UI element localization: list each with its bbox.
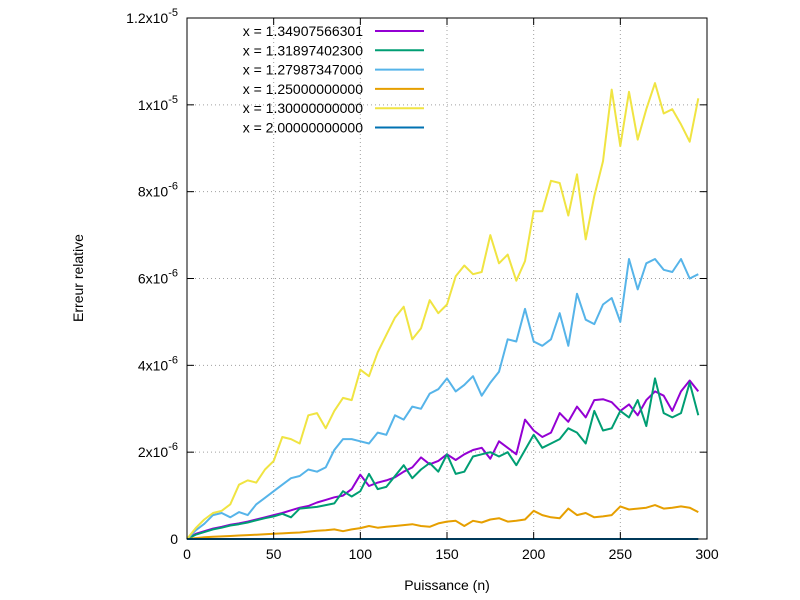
y-tick-label: 4x10-6 [138, 354, 178, 373]
legend-entry-label: x = 1.27987347000 [243, 62, 363, 78]
x-tick-label: 200 [522, 546, 546, 562]
y-tick-label: 2x10-6 [138, 441, 178, 460]
x-tick-label: 250 [609, 546, 633, 562]
y-tick-exponent: -6 [168, 181, 178, 193]
x-tick-label: 50 [266, 546, 282, 562]
y-axis-label: Erreur relative [70, 234, 86, 322]
y-tick-mantissa: 2x10 [138, 444, 169, 460]
y-tick-exponent: -6 [168, 441, 178, 453]
series-line-3 [186, 258, 699, 540]
x-tick-label: 300 [695, 546, 719, 562]
y-tick-label: 1x10-5 [138, 94, 178, 113]
legend: x = 1.34907566301 x = 1.31897402300 x = 1.… [243, 23, 424, 136]
y-tick-mantissa: 4x10 [138, 357, 169, 373]
y-tick-exponent: -6 [168, 354, 178, 366]
series-line-5 [186, 82, 700, 540]
y-tick-label: 0 [170, 531, 178, 547]
legend-entry-label: x = 1.30000000000 [243, 100, 363, 116]
x-tick-label: 100 [349, 546, 373, 562]
x-axis: 0 50 100 150 200 250 300 [183, 18, 719, 562]
y-tick-exponent: -5 [168, 94, 178, 106]
y-tick-mantissa: 1.2x10 [126, 10, 168, 26]
y-tick-label: 6x10-6 [138, 268, 178, 287]
legend-entry-label: x = 1.25000000000 [243, 81, 363, 97]
y-tick-label: 8x10-6 [138, 181, 178, 200]
y-tick-mantissa: 0 [170, 531, 178, 547]
y-tick-mantissa: 6x10 [138, 271, 169, 287]
y-tick-mantissa: 1x10 [138, 97, 169, 113]
series-line-4 [186, 504, 699, 540]
series-line-2 [186, 377, 700, 540]
y-tick-exponent: -5 [168, 7, 178, 19]
x-tick-label: 150 [435, 546, 459, 562]
y-tick-label: 1.2x10-5 [126, 7, 178, 26]
y-tick-mantissa: 8x10 [138, 184, 169, 200]
x-axis-label: Puissance (n) [404, 577, 490, 593]
legend-entry-label: x = 1.31897402300 [243, 42, 363, 58]
legend-entry-label: x = 1.34907566301 [243, 23, 363, 39]
legend-entry-label: x = 2.00000000000 [243, 120, 363, 136]
grid [187, 18, 707, 539]
y-tick-exponent: -6 [168, 268, 178, 280]
series-line-1 [186, 379, 700, 540]
series-layer [186, 82, 700, 540]
x-tick-label: 0 [183, 546, 191, 562]
